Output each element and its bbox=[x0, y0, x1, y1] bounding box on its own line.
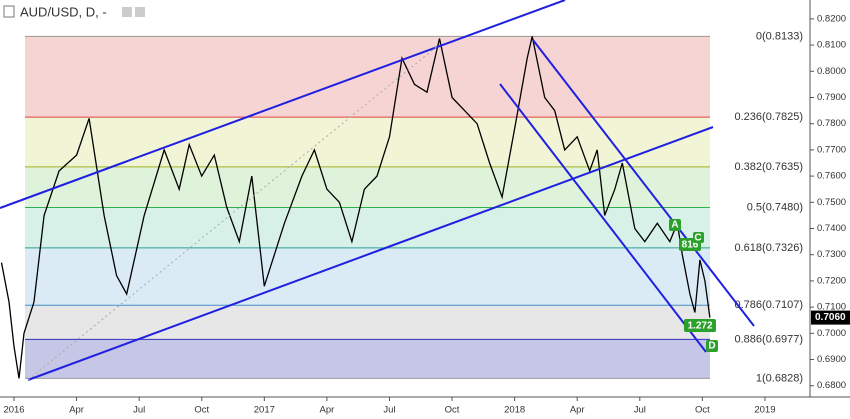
fib-bands: 0(0.8133) 0.236(0.7825) 0.382(0.7635) 0.5(0… bbox=[25, 30, 803, 384]
fib-band bbox=[25, 166, 710, 208]
x-tick-label: Apr bbox=[570, 405, 585, 416]
fib-label: 0.236(0.7825) bbox=[735, 111, 804, 123]
x-tick-label: Apr bbox=[69, 405, 84, 416]
last-price-label: 0.7060 bbox=[815, 312, 846, 323]
fib-band bbox=[25, 305, 710, 340]
y-tick-label: 0.8200 bbox=[817, 13, 846, 24]
price-line bbox=[0, 36, 711, 379]
y-tick-label: 0.7500 bbox=[817, 197, 846, 208]
fib-band bbox=[25, 207, 710, 248]
fib-label: 0.618(0.7326) bbox=[735, 242, 804, 254]
annotation-box bbox=[684, 319, 716, 332]
fib-band bbox=[25, 36, 710, 118]
annotation-box bbox=[693, 232, 704, 243]
annotation-box bbox=[706, 340, 718, 352]
fib-label: 1(0.6828) bbox=[756, 372, 803, 384]
x-tick-label: 2016 bbox=[3, 405, 24, 416]
y-tick-label: 0.7600 bbox=[817, 171, 846, 182]
fib-label: 0(0.8133) bbox=[756, 30, 803, 42]
y-tick-label: 0.7800 bbox=[817, 118, 846, 129]
fib-band bbox=[25, 339, 710, 379]
y-tick-label: 0.8100 bbox=[817, 40, 846, 51]
x-tick-label: 2018 bbox=[504, 405, 525, 416]
y-tick-label: 0.7000 bbox=[817, 328, 846, 339]
annotation: 816 bbox=[682, 240, 699, 251]
annotation: A bbox=[671, 220, 678, 231]
icon[interactable] bbox=[135, 7, 145, 17]
channel-line bbox=[27, 126, 714, 381]
y-tick-label: 0.7700 bbox=[817, 144, 846, 155]
y-tick-label: 0.7900 bbox=[817, 92, 846, 103]
fib-label: 0.886(0.6977) bbox=[735, 333, 804, 345]
y-tick-label: 0.7300 bbox=[817, 249, 846, 260]
y-tick-label: 0.7400 bbox=[817, 223, 846, 234]
trend-line bbox=[499, 83, 707, 353]
x-tick-label: Jul bbox=[383, 405, 395, 416]
y-tick-label: 0.8000 bbox=[817, 66, 846, 77]
x-tick-label: Apr bbox=[320, 405, 335, 416]
x-tick-label: 2019 bbox=[754, 405, 775, 416]
y-tick-label: 0.6800 bbox=[817, 380, 846, 391]
annotation: C bbox=[694, 233, 701, 244]
plot bbox=[0, 36, 711, 379]
fib-band bbox=[25, 247, 710, 306]
y-tick-label: 0.7100 bbox=[817, 302, 846, 313]
x-tick-label: Oct bbox=[695, 405, 710, 416]
y-tick-label: 0.6900 bbox=[817, 354, 846, 365]
channel-line bbox=[0, 0, 566, 209]
x-tick-label: 2017 bbox=[254, 405, 275, 416]
price-axis bbox=[810, 0, 850, 419]
chart-title: AUD/USD, D, - bbox=[20, 4, 107, 19]
fib-trend bbox=[27, 43, 441, 381]
fib-label: 0.786(0.7107) bbox=[735, 299, 804, 311]
annotation-box bbox=[669, 219, 681, 231]
last-price-box bbox=[811, 310, 850, 325]
annotation: 1.272 bbox=[687, 321, 712, 332]
y-tick-label: 0.7200 bbox=[817, 275, 846, 286]
fib-band bbox=[25, 117, 710, 167]
x-tick-label: Jul bbox=[634, 405, 646, 416]
trend-line bbox=[532, 39, 755, 327]
annotation: D bbox=[708, 341, 715, 352]
collapse-icon[interactable] bbox=[3, 5, 15, 18]
x-tick-label: Jul bbox=[133, 405, 145, 416]
icon[interactable] bbox=[122, 7, 132, 17]
x-tick-label: Oct bbox=[194, 405, 209, 416]
x-tick-label: Oct bbox=[445, 405, 460, 416]
fib-label: 0.5(0.7480) bbox=[747, 201, 803, 213]
fib-label: 0.382(0.7635) bbox=[735, 161, 804, 173]
